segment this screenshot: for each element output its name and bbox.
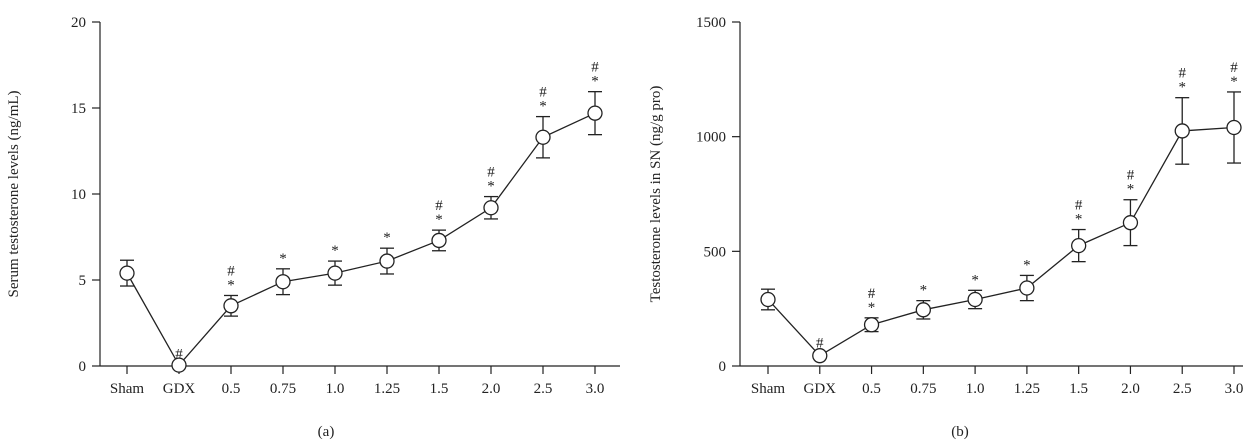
- significance-mark: *: [1178, 80, 1186, 96]
- significance-mark: #: [227, 263, 235, 279]
- x-tick-label: Sham: [110, 381, 145, 397]
- x-tick-label: 2.0: [482, 381, 501, 397]
- significance-mark: #: [1230, 60, 1238, 76]
- panel-label: (b): [951, 424, 969, 440]
- significance-mark: *: [435, 212, 443, 228]
- significance-mark: #: [175, 346, 183, 362]
- data-point: [483, 200, 499, 216]
- significance-mark: *: [920, 283, 928, 299]
- y-tick-label: 10: [71, 187, 86, 203]
- significance-mark: *: [487, 179, 495, 195]
- data-point: [1122, 215, 1139, 231]
- y-axis-label: Serum testosterone levels (ng/mL): [6, 90, 22, 297]
- x-tick-label: 0.75: [270, 381, 296, 397]
- data-point: [223, 298, 239, 314]
- chart-panel-1: 0 5 10 15 20 Sham GDX 0.5 0.75 1.0 1.25 1.5 2.0 2.5 3.…: [6, 15, 620, 440]
- x-tick-label: 0.75: [910, 381, 936, 397]
- data-point: [1071, 237, 1087, 254]
- significance-mark: *: [1127, 182, 1135, 198]
- data-point: [1019, 280, 1035, 296]
- significance-mark: *: [1023, 257, 1031, 273]
- significance-mark: #: [1178, 66, 1186, 82]
- x-tick-label: 1.25: [374, 381, 400, 397]
- panel-label: (a): [318, 424, 335, 440]
- data-point: [1174, 123, 1190, 139]
- significance-mark: *: [227, 277, 235, 293]
- significance-mark: *: [868, 300, 876, 316]
- x-tick-label: 2.5: [534, 381, 553, 397]
- x-tick-label: Sham: [751, 381, 786, 397]
- x-tick-label: GDX: [163, 381, 196, 397]
- data-point: [967, 291, 983, 308]
- significance-mark: #: [1075, 198, 1083, 214]
- y-tick-label: 0: [79, 359, 87, 375]
- significance-mark: *: [383, 230, 391, 246]
- significance-mark: *: [971, 272, 979, 288]
- significance-mark: #: [487, 165, 495, 181]
- x-tick-label: GDX: [804, 381, 837, 397]
- data-point: [119, 265, 135, 281]
- significance-mark: #: [868, 286, 876, 302]
- x-tick-label: 2.0: [1121, 381, 1140, 397]
- data-point: [587, 105, 603, 121]
- x-tick-label: 1.5: [1069, 381, 1088, 397]
- chart-panel-2: 0 500 1000 1500 Sham GDX 0.5 0.75 1.0 1.25 1.5 2.0 2…: [648, 15, 1243, 440]
- y-tick-label: 500: [704, 244, 727, 260]
- significance-mark: *: [1075, 212, 1083, 228]
- x-tick-label: 1.5: [430, 381, 449, 397]
- data-point: [275, 274, 291, 290]
- x-tick-label: 3.0: [586, 381, 605, 397]
- series-line: [767, 126, 1235, 357]
- significance-mark: *: [591, 74, 599, 90]
- data-point: [863, 317, 880, 333]
- significance-mark: #: [816, 335, 824, 351]
- x-tick-label: 3.0: [1225, 381, 1244, 397]
- y-tick-label: 1000: [696, 130, 726, 146]
- data-point: [1226, 119, 1242, 136]
- y-tick-label: 15: [71, 101, 86, 117]
- x-tick-label: 0.5: [222, 381, 241, 397]
- x-tick-label: 1.25: [1014, 381, 1040, 397]
- x-tick-label: 1.0: [966, 381, 985, 397]
- significance-mark: *: [1230, 74, 1238, 90]
- significance-mark: #: [435, 198, 443, 214]
- significance-mark: #: [1127, 168, 1135, 184]
- y-tick-label: 1500: [696, 15, 726, 31]
- y-axis-label: Testosterone levels in SN (ng/g pro): [648, 86, 664, 303]
- data-point: [535, 129, 551, 145]
- x-tick-label: 2.5: [1173, 381, 1192, 397]
- y-tick-label: 0: [719, 359, 727, 375]
- significance-mark: #: [591, 60, 599, 76]
- data-point: [171, 357, 187, 373]
- data-point: [379, 253, 395, 269]
- x-tick-label: 1.0: [326, 381, 345, 397]
- data-point: [327, 265, 343, 281]
- y-tick-label: 20: [71, 15, 86, 31]
- series-line: [126, 112, 596, 367]
- significance-mark: #: [539, 85, 547, 101]
- data-point: [760, 291, 776, 308]
- significance-mark: *: [539, 99, 547, 115]
- data-point: [812, 348, 828, 364]
- y-tick-label: 5: [79, 273, 87, 289]
- x-tick-label: 0.5: [862, 381, 881, 397]
- data-point: [431, 232, 447, 249]
- data-point: [915, 302, 931, 318]
- significance-mark: *: [279, 251, 287, 267]
- significance-mark: *: [331, 243, 339, 259]
